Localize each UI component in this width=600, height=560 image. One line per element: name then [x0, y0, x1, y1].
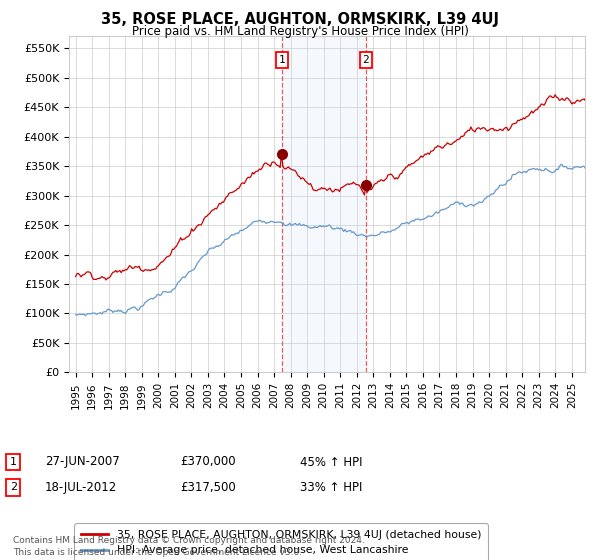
Text: 33% ↑ HPI: 33% ↑ HPI [300, 480, 362, 494]
Text: 27-JUN-2007: 27-JUN-2007 [45, 455, 120, 469]
Text: £317,500: £317,500 [180, 480, 236, 494]
Text: 1: 1 [10, 457, 17, 467]
Text: Price paid vs. HM Land Registry's House Price Index (HPI): Price paid vs. HM Land Registry's House … [131, 25, 469, 38]
Text: 45% ↑ HPI: 45% ↑ HPI [300, 455, 362, 469]
Text: £370,000: £370,000 [180, 455, 236, 469]
Bar [282, 36, 366, 372]
Text: 2: 2 [10, 482, 17, 492]
Text: 2: 2 [362, 55, 369, 65]
Text: Contains HM Land Registry data © Crown copyright and database right 2024.
This d: Contains HM Land Registry data © Crown c… [13, 536, 365, 557]
Legend: 35, ROSE PLACE, AUGHTON, ORMSKIRK, L39 4UJ (detached house), HPI: Average price,: 35, ROSE PLACE, AUGHTON, ORMSKIRK, L39 4… [74, 524, 488, 560]
Text: 1: 1 [279, 55, 286, 65]
Text: 35, ROSE PLACE, AUGHTON, ORMSKIRK, L39 4UJ: 35, ROSE PLACE, AUGHTON, ORMSKIRK, L39 4… [101, 12, 499, 27]
Text: 18-JUL-2012: 18-JUL-2012 [45, 480, 117, 494]
